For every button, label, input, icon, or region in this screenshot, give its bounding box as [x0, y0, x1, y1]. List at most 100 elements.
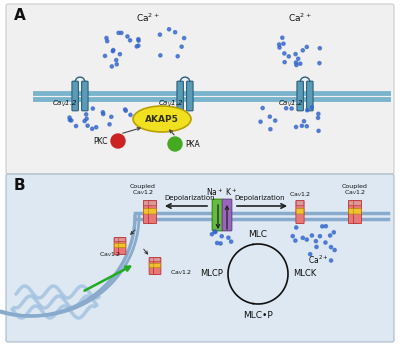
FancyBboxPatch shape: [222, 199, 232, 231]
Circle shape: [115, 63, 118, 66]
Circle shape: [94, 126, 98, 129]
Circle shape: [317, 129, 320, 132]
Circle shape: [324, 225, 328, 228]
FancyBboxPatch shape: [353, 201, 362, 224]
Circle shape: [104, 54, 107, 57]
Circle shape: [306, 109, 309, 112]
Circle shape: [68, 116, 71, 119]
Circle shape: [115, 58, 118, 62]
Text: Ca$_V$1.2: Ca$_V$1.2: [170, 268, 192, 277]
Circle shape: [117, 31, 120, 34]
Circle shape: [110, 65, 114, 68]
FancyBboxPatch shape: [296, 201, 304, 224]
Circle shape: [305, 238, 308, 241]
Circle shape: [91, 107, 94, 110]
FancyBboxPatch shape: [154, 258, 161, 261]
Circle shape: [214, 230, 217, 234]
Circle shape: [278, 43, 281, 46]
Circle shape: [168, 137, 182, 151]
Text: Ca$_V$1.2: Ca$_V$1.2: [289, 190, 311, 199]
Circle shape: [295, 226, 298, 229]
FancyBboxPatch shape: [307, 81, 313, 111]
Circle shape: [299, 62, 302, 65]
Circle shape: [294, 53, 297, 56]
Text: MLC: MLC: [248, 230, 268, 239]
Circle shape: [216, 241, 219, 245]
FancyBboxPatch shape: [187, 81, 193, 111]
Circle shape: [90, 127, 94, 130]
FancyBboxPatch shape: [177, 81, 183, 111]
Circle shape: [84, 113, 88, 116]
FancyBboxPatch shape: [296, 209, 304, 214]
FancyBboxPatch shape: [6, 4, 394, 174]
Circle shape: [261, 106, 264, 110]
Circle shape: [101, 111, 104, 114]
Circle shape: [301, 236, 304, 239]
Circle shape: [283, 61, 286, 64]
FancyBboxPatch shape: [144, 201, 151, 206]
Text: Coupled: Coupled: [130, 184, 156, 189]
Text: Na$^+$ K$^+$: Na$^+$ K$^+$: [206, 186, 238, 198]
Circle shape: [287, 55, 290, 58]
Circle shape: [316, 116, 320, 119]
Circle shape: [126, 35, 129, 38]
Circle shape: [74, 125, 78, 128]
FancyBboxPatch shape: [349, 201, 356, 206]
Text: B: B: [14, 178, 26, 193]
Text: MLCK: MLCK: [293, 269, 316, 279]
FancyBboxPatch shape: [297, 81, 303, 111]
Circle shape: [308, 252, 312, 256]
Circle shape: [227, 236, 230, 239]
Circle shape: [317, 112, 320, 116]
FancyBboxPatch shape: [149, 258, 156, 275]
Text: PKC: PKC: [94, 137, 108, 146]
Text: AKAP5: AKAP5: [145, 115, 179, 123]
FancyBboxPatch shape: [149, 209, 156, 214]
Circle shape: [268, 115, 272, 118]
Circle shape: [168, 28, 171, 31]
Circle shape: [137, 37, 140, 41]
Circle shape: [230, 240, 233, 243]
FancyBboxPatch shape: [119, 238, 126, 241]
Circle shape: [274, 119, 277, 122]
Circle shape: [111, 50, 114, 53]
Text: Ca$^{2+}$: Ca$^{2+}$: [288, 12, 312, 24]
Circle shape: [110, 115, 113, 118]
Circle shape: [296, 57, 300, 60]
Circle shape: [328, 234, 332, 237]
FancyBboxPatch shape: [144, 201, 152, 224]
Circle shape: [68, 118, 72, 122]
Circle shape: [321, 225, 324, 228]
Circle shape: [108, 123, 111, 126]
FancyBboxPatch shape: [212, 199, 223, 231]
FancyBboxPatch shape: [72, 81, 78, 111]
FancyBboxPatch shape: [118, 237, 126, 255]
Circle shape: [284, 107, 288, 110]
Circle shape: [102, 112, 105, 116]
Circle shape: [294, 239, 297, 242]
Circle shape: [112, 49, 115, 52]
Circle shape: [120, 31, 123, 34]
Circle shape: [305, 45, 308, 49]
Text: Ca$^{2+}$: Ca$^{2+}$: [136, 12, 160, 24]
Circle shape: [291, 235, 294, 238]
FancyBboxPatch shape: [354, 201, 361, 206]
FancyBboxPatch shape: [6, 174, 394, 342]
FancyBboxPatch shape: [154, 258, 161, 275]
Circle shape: [105, 36, 108, 40]
Circle shape: [281, 36, 284, 39]
Circle shape: [294, 125, 298, 129]
Circle shape: [137, 39, 140, 42]
Text: MLC•P: MLC•P: [243, 311, 273, 320]
FancyBboxPatch shape: [154, 264, 161, 268]
Circle shape: [318, 46, 322, 50]
Circle shape: [300, 124, 304, 127]
Circle shape: [124, 109, 127, 112]
Circle shape: [330, 259, 333, 262]
Circle shape: [283, 52, 286, 55]
Text: Ca$_V$1.2: Ca$_V$1.2: [132, 188, 154, 197]
Circle shape: [159, 54, 162, 57]
FancyBboxPatch shape: [349, 209, 356, 214]
FancyBboxPatch shape: [144, 209, 151, 214]
Text: MLCP: MLCP: [200, 269, 223, 279]
